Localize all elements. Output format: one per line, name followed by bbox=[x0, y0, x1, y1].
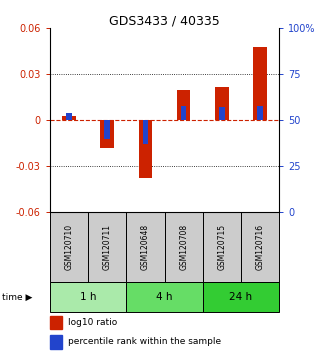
Bar bbox=[50, 335, 62, 349]
Bar bbox=[50, 282, 126, 312]
Bar bbox=[203, 282, 279, 312]
Bar bbox=[100, 120, 114, 148]
Bar bbox=[164, 212, 203, 282]
Text: GSM120648: GSM120648 bbox=[141, 224, 150, 270]
Bar bbox=[215, 86, 229, 120]
Bar bbox=[88, 212, 126, 282]
Text: GSM120710: GSM120710 bbox=[65, 224, 74, 270]
Text: GSM120708: GSM120708 bbox=[179, 224, 188, 270]
Bar bbox=[126, 212, 164, 282]
Bar bbox=[104, 120, 110, 139]
Text: 4 h: 4 h bbox=[156, 292, 173, 302]
Bar bbox=[143, 120, 148, 144]
Bar bbox=[139, 120, 152, 178]
Title: GDS3433 / 40335: GDS3433 / 40335 bbox=[109, 14, 220, 27]
Bar bbox=[62, 116, 75, 120]
Text: GSM120715: GSM120715 bbox=[217, 224, 226, 270]
Text: GSM120716: GSM120716 bbox=[256, 224, 265, 270]
Bar bbox=[203, 212, 241, 282]
Bar bbox=[126, 282, 203, 312]
Bar bbox=[181, 105, 186, 120]
Bar bbox=[50, 212, 88, 282]
Text: 24 h: 24 h bbox=[230, 292, 253, 302]
Bar bbox=[241, 212, 279, 282]
Text: percentile rank within the sample: percentile rank within the sample bbox=[68, 337, 221, 346]
Bar bbox=[66, 113, 72, 120]
Text: log10 ratio: log10 ratio bbox=[68, 318, 117, 327]
Text: GSM120711: GSM120711 bbox=[103, 224, 112, 270]
Bar bbox=[219, 107, 225, 120]
Text: time ▶: time ▶ bbox=[2, 292, 32, 302]
Bar bbox=[50, 316, 62, 329]
Bar bbox=[254, 47, 267, 120]
Bar bbox=[257, 105, 263, 120]
Text: 1 h: 1 h bbox=[80, 292, 96, 302]
Bar bbox=[177, 90, 190, 120]
